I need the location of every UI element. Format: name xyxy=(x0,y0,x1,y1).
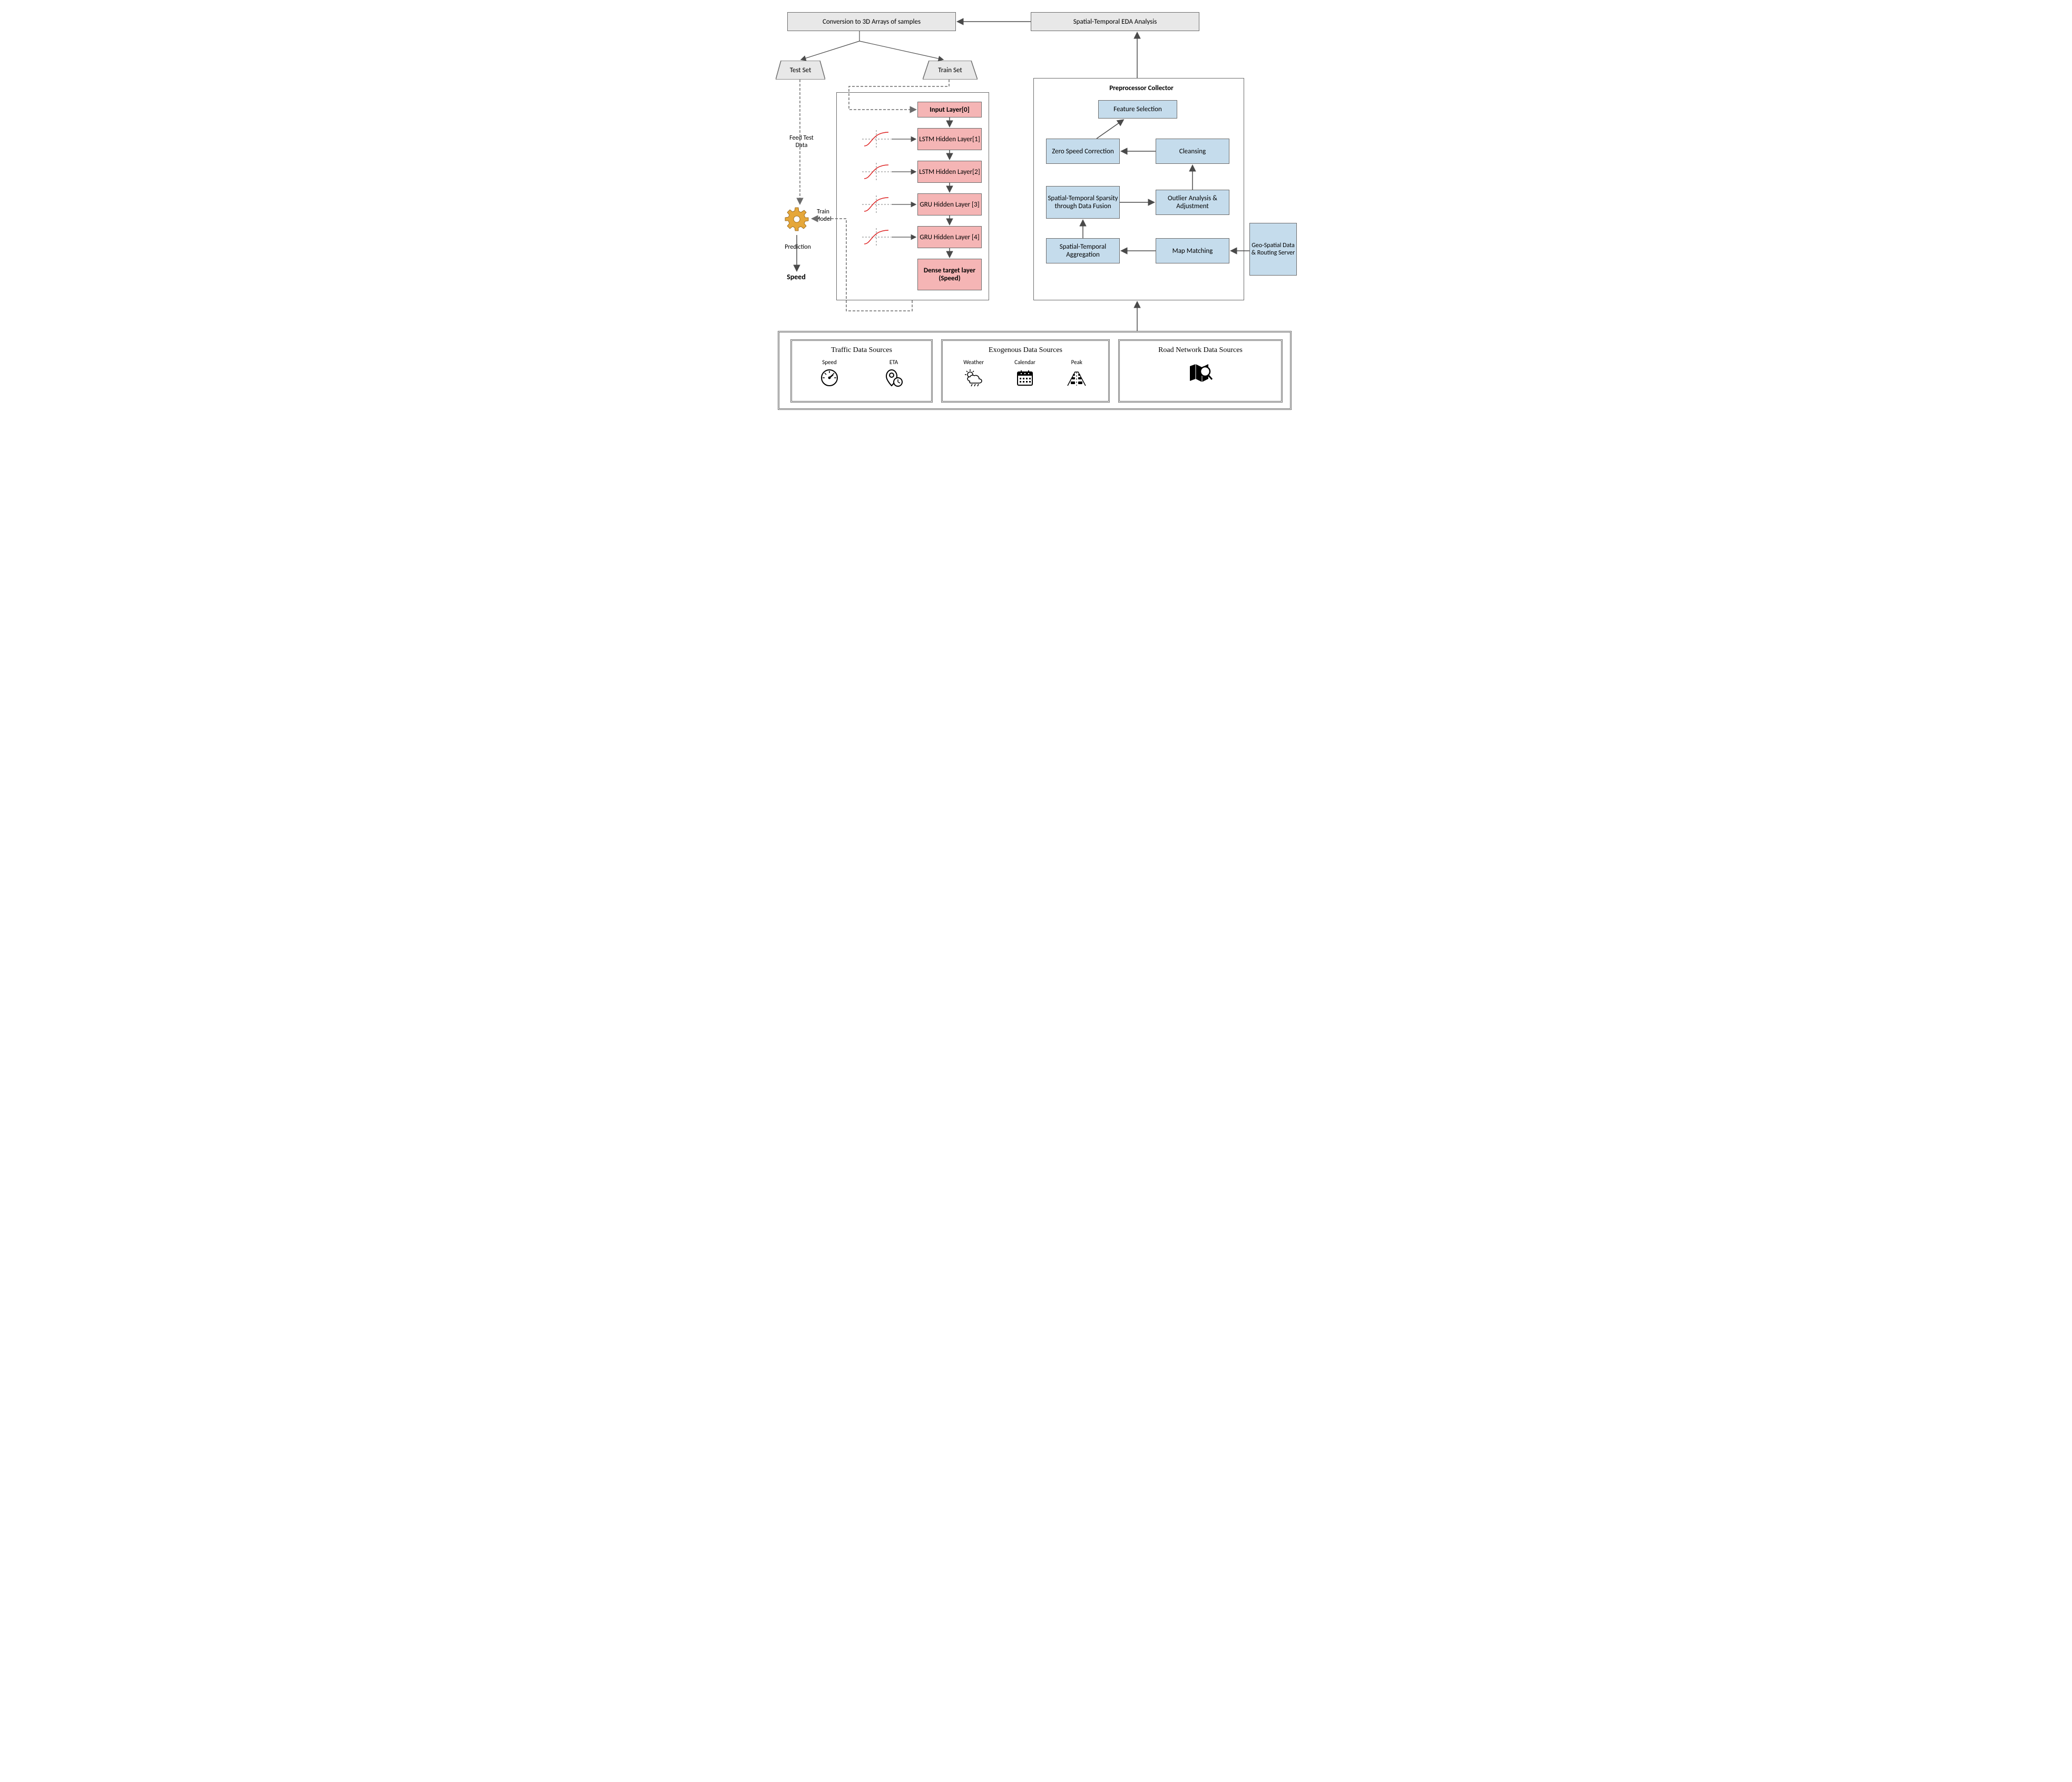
calendar-icon xyxy=(1015,368,1035,388)
activation-icon-1 xyxy=(862,130,891,148)
preproc-title: Preprocessor Collector xyxy=(1099,84,1184,92)
train-set-node: Train Set xyxy=(923,61,978,80)
activation-icon-3 xyxy=(862,195,891,213)
train-model-text: Train Model xyxy=(815,208,832,223)
sparsity-box: Spatial-Temporal Sparsity through Data F… xyxy=(1046,186,1120,219)
agg-label: Spatial-Temporal Aggregation xyxy=(1047,243,1119,259)
calendar-label: Calendar xyxy=(1014,359,1035,366)
geo-label: Geo-Spatial Data & Routing Server xyxy=(1250,242,1296,257)
agg-box: Spatial-Temporal Aggregation xyxy=(1046,238,1120,263)
road-network-source xyxy=(1187,359,1214,384)
feed-test-text: Feed Test Data xyxy=(789,134,814,149)
road-panel: Road Network Data Sources xyxy=(1118,339,1283,403)
zero-speed-box: Zero Speed Correction xyxy=(1046,139,1120,164)
peak-source: Peak xyxy=(1066,359,1088,388)
calendar-source: Calendar xyxy=(1014,359,1035,388)
gru3-label: GRU Hidden Layer [3] xyxy=(920,201,979,209)
preproc-title-text: Preprocessor Collector xyxy=(1109,84,1174,92)
peak-label: Peak xyxy=(1071,359,1082,366)
outlier-label: Outlier Analysis & Adjustment xyxy=(1156,194,1229,210)
road-title: Road Network Data Sources xyxy=(1120,346,1281,355)
gru4-label: GRU Hidden Layer [4] xyxy=(920,233,979,241)
exog-title: Exogenous Data Sources xyxy=(943,346,1108,355)
feature-box: Feature Selection xyxy=(1098,100,1177,119)
weather-source: Weather xyxy=(963,359,984,388)
feed-test-label: Feed Test Data xyxy=(783,134,820,149)
input-layer-box: Input Layer[0] xyxy=(917,102,982,118)
activation-icon-4 xyxy=(862,228,891,246)
weather-icon xyxy=(963,368,984,388)
traffic-panel: Traffic Data Sources Speed ETA xyxy=(790,339,933,403)
prediction-text: Prediction xyxy=(785,243,811,251)
exog-panel: Exogenous Data Sources Weather Calendar xyxy=(941,339,1110,403)
eta-source-label: ETA xyxy=(890,359,898,366)
speed-output-text: Speed xyxy=(787,272,806,281)
dense-label: Dense target layer (Speed) xyxy=(918,267,981,282)
lstm1-box: LSTM Hidden Layer[1] xyxy=(917,128,982,150)
lstm2-box: LSTM Hidden Layer[2] xyxy=(917,161,982,183)
eda-box: Spatial-Temporal EDA Analysis xyxy=(1031,12,1199,31)
gear-icon xyxy=(783,205,810,233)
feature-label: Feature Selection xyxy=(1113,105,1162,113)
conversion-box: Conversion to 3D Arrays of samples xyxy=(787,12,956,31)
traffic-title: Traffic Data Sources xyxy=(792,346,931,355)
gru3-box: GRU Hidden Layer [3] xyxy=(917,193,982,216)
cleansing-box: Cleansing xyxy=(1156,139,1229,164)
cleansing-label: Cleansing xyxy=(1179,148,1206,155)
traffic-peak-icon xyxy=(1066,368,1088,388)
activation-icon-2 xyxy=(862,163,891,181)
eta-source: ETA xyxy=(884,359,904,388)
lstm1-label: LSTM Hidden Layer[1] xyxy=(919,135,980,143)
gru4-box: GRU Hidden Layer [4] xyxy=(917,226,982,248)
prediction-label: Prediction xyxy=(782,243,814,251)
conversion-label: Conversion to 3D Arrays of samples xyxy=(823,18,921,26)
train-model-label: Train Model xyxy=(810,208,836,223)
eta-icon xyxy=(884,368,904,388)
speed-source-label: Speed xyxy=(822,359,837,366)
geo-box: Geo-Spatial Data & Routing Server xyxy=(1249,223,1297,276)
zero-speed-label: Zero Speed Correction xyxy=(1052,148,1114,155)
test-set-label: Test Set xyxy=(776,61,825,80)
sparsity-label: Spatial-Temporal Sparsity through Data F… xyxy=(1047,194,1119,210)
map-matching-box: Map Matching xyxy=(1156,238,1229,263)
eda-label: Spatial-Temporal EDA Analysis xyxy=(1073,18,1157,26)
gauge-icon xyxy=(819,368,839,388)
map-matching-label: Map Matching xyxy=(1172,247,1213,255)
speed-output-label: Speed xyxy=(783,272,809,281)
diagram-canvas: Conversion to 3D Arrays of samples Spati… xyxy=(773,11,1299,469)
test-set-node: Test Set xyxy=(776,61,825,80)
speed-source: Speed xyxy=(819,359,839,388)
lstm2-label: LSTM Hidden Layer[2] xyxy=(919,168,980,176)
map-search-icon xyxy=(1187,361,1214,384)
dense-box: Dense target layer (Speed) xyxy=(917,259,982,290)
input-layer-label: Input Layer[0] xyxy=(930,106,970,114)
train-set-label: Train Set xyxy=(923,61,978,80)
outlier-box: Outlier Analysis & Adjustment xyxy=(1156,190,1229,215)
weather-label: Weather xyxy=(963,359,984,366)
